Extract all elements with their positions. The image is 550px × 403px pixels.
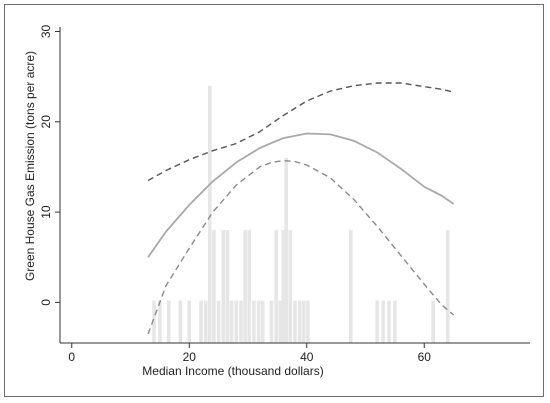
axes-layer: 0 10 20 30 0 20 40 60 [39, 25, 530, 364]
histogram-layer [152, 85, 450, 343]
histogram-bar [216, 300, 221, 343]
histogram-bar [284, 157, 288, 343]
histogram-bar [281, 230, 285, 343]
histogram-bar [152, 300, 156, 343]
upper-ci-line [147, 82, 454, 182]
histogram-bar [239, 300, 243, 343]
y-axis-label: Green House Gas Emission (tons per acre) [23, 51, 37, 281]
histogram-bar [302, 300, 306, 343]
histogram-bar [225, 230, 230, 343]
chart: 0 10 20 30 0 20 40 60 Median Income (thousand d… [23, 25, 530, 378]
histogram-bar [269, 300, 274, 343]
x-tick-label: 0 [68, 350, 75, 364]
histogram-bar [297, 300, 302, 343]
histogram-bar [293, 300, 297, 343]
histogram-bar [393, 300, 397, 343]
histogram-bar [252, 300, 256, 343]
histogram-bar [375, 300, 379, 343]
histogram-bar [221, 230, 226, 343]
histogram-bar [229, 300, 234, 343]
histogram-bar [158, 300, 162, 343]
histogram-bar [349, 230, 353, 343]
y-tick-label: 30 [39, 25, 53, 39]
histogram-bar [199, 300, 203, 343]
y-tick-label: 0 [39, 299, 53, 306]
histogram-bar [203, 300, 208, 343]
histogram-bar [381, 300, 385, 343]
x-axis-label: Median Income (thousand dollars) [142, 364, 323, 378]
y-tick-label: 10 [39, 205, 53, 219]
histogram-bar [178, 300, 183, 343]
chart-frame: 0 10 20 30 0 20 40 60 Median Income (thousand d… [4, 4, 544, 397]
y-tick-label: 20 [39, 115, 53, 129]
histogram-bar [243, 230, 247, 343]
histogram-bar [247, 230, 251, 343]
lower-ci-line [147, 159, 455, 335]
histogram-bar [187, 300, 191, 343]
histogram-bar [387, 300, 391, 343]
histogram-bar [431, 300, 435, 343]
fitted-line [147, 132, 455, 258]
histogram-bar [260, 300, 265, 343]
histogram-bar [212, 230, 216, 343]
histogram-bar [288, 230, 293, 343]
x-tick-label: 40 [300, 350, 314, 364]
histogram-bar [278, 300, 283, 343]
histogram-bar [208, 85, 212, 343]
histogram-bar [445, 230, 450, 343]
histogram-bar [234, 300, 238, 343]
histogram-bar [256, 300, 261, 343]
series-layer [147, 82, 455, 335]
x-tick-label: 20 [183, 350, 197, 364]
histogram-bar [166, 300, 171, 343]
histogram-bar [274, 230, 278, 343]
histogram-bar [306, 300, 310, 343]
x-tick-label: 60 [418, 350, 432, 364]
